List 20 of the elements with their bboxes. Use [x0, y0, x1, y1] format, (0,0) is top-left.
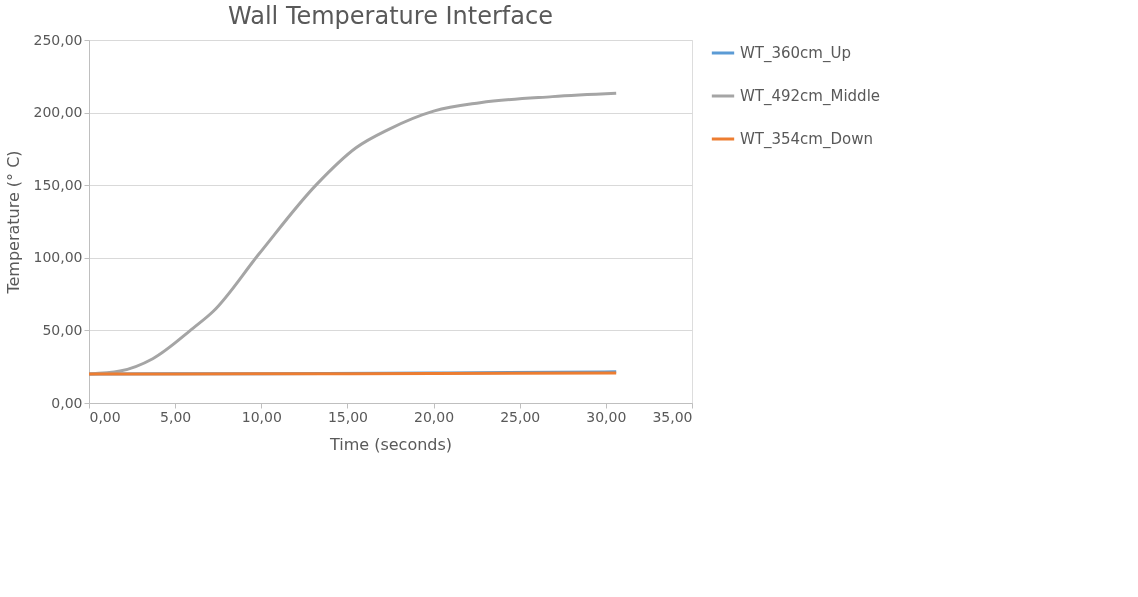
x-tick-label: 10,00	[241, 408, 282, 425]
x-tick-label: 15,00	[327, 408, 368, 425]
x-axis-title: Time (seconds)	[328, 434, 453, 454]
y-tick-label: 50,00	[42, 321, 83, 338]
x-tick-label: 5,00	[160, 408, 192, 425]
y-tick-label: 100,00	[33, 249, 83, 266]
legend-label: WT_492cm_Middle	[740, 87, 881, 106]
y-tick-label: 200,00	[33, 104, 83, 121]
x-tick-label: 25,00	[500, 408, 541, 425]
legend-label: WT_354cm_Down	[740, 130, 873, 149]
y-tick-label: 250,00	[33, 31, 83, 48]
chart-title: Wall Temperature Interface	[228, 2, 553, 30]
y-tick-label: 150,00	[33, 176, 83, 193]
y-tick-label: 0,00	[51, 394, 83, 411]
x-tick-label: 30,00	[586, 408, 627, 425]
x-tick-label: 35,00	[652, 408, 693, 425]
y-axis-title: Temperature (° C)	[3, 150, 23, 295]
x-tick-label: 0,00	[89, 408, 121, 425]
legend-label: WT_360cm_Up	[740, 44, 851, 63]
x-tick-label: 20,00	[414, 408, 455, 425]
